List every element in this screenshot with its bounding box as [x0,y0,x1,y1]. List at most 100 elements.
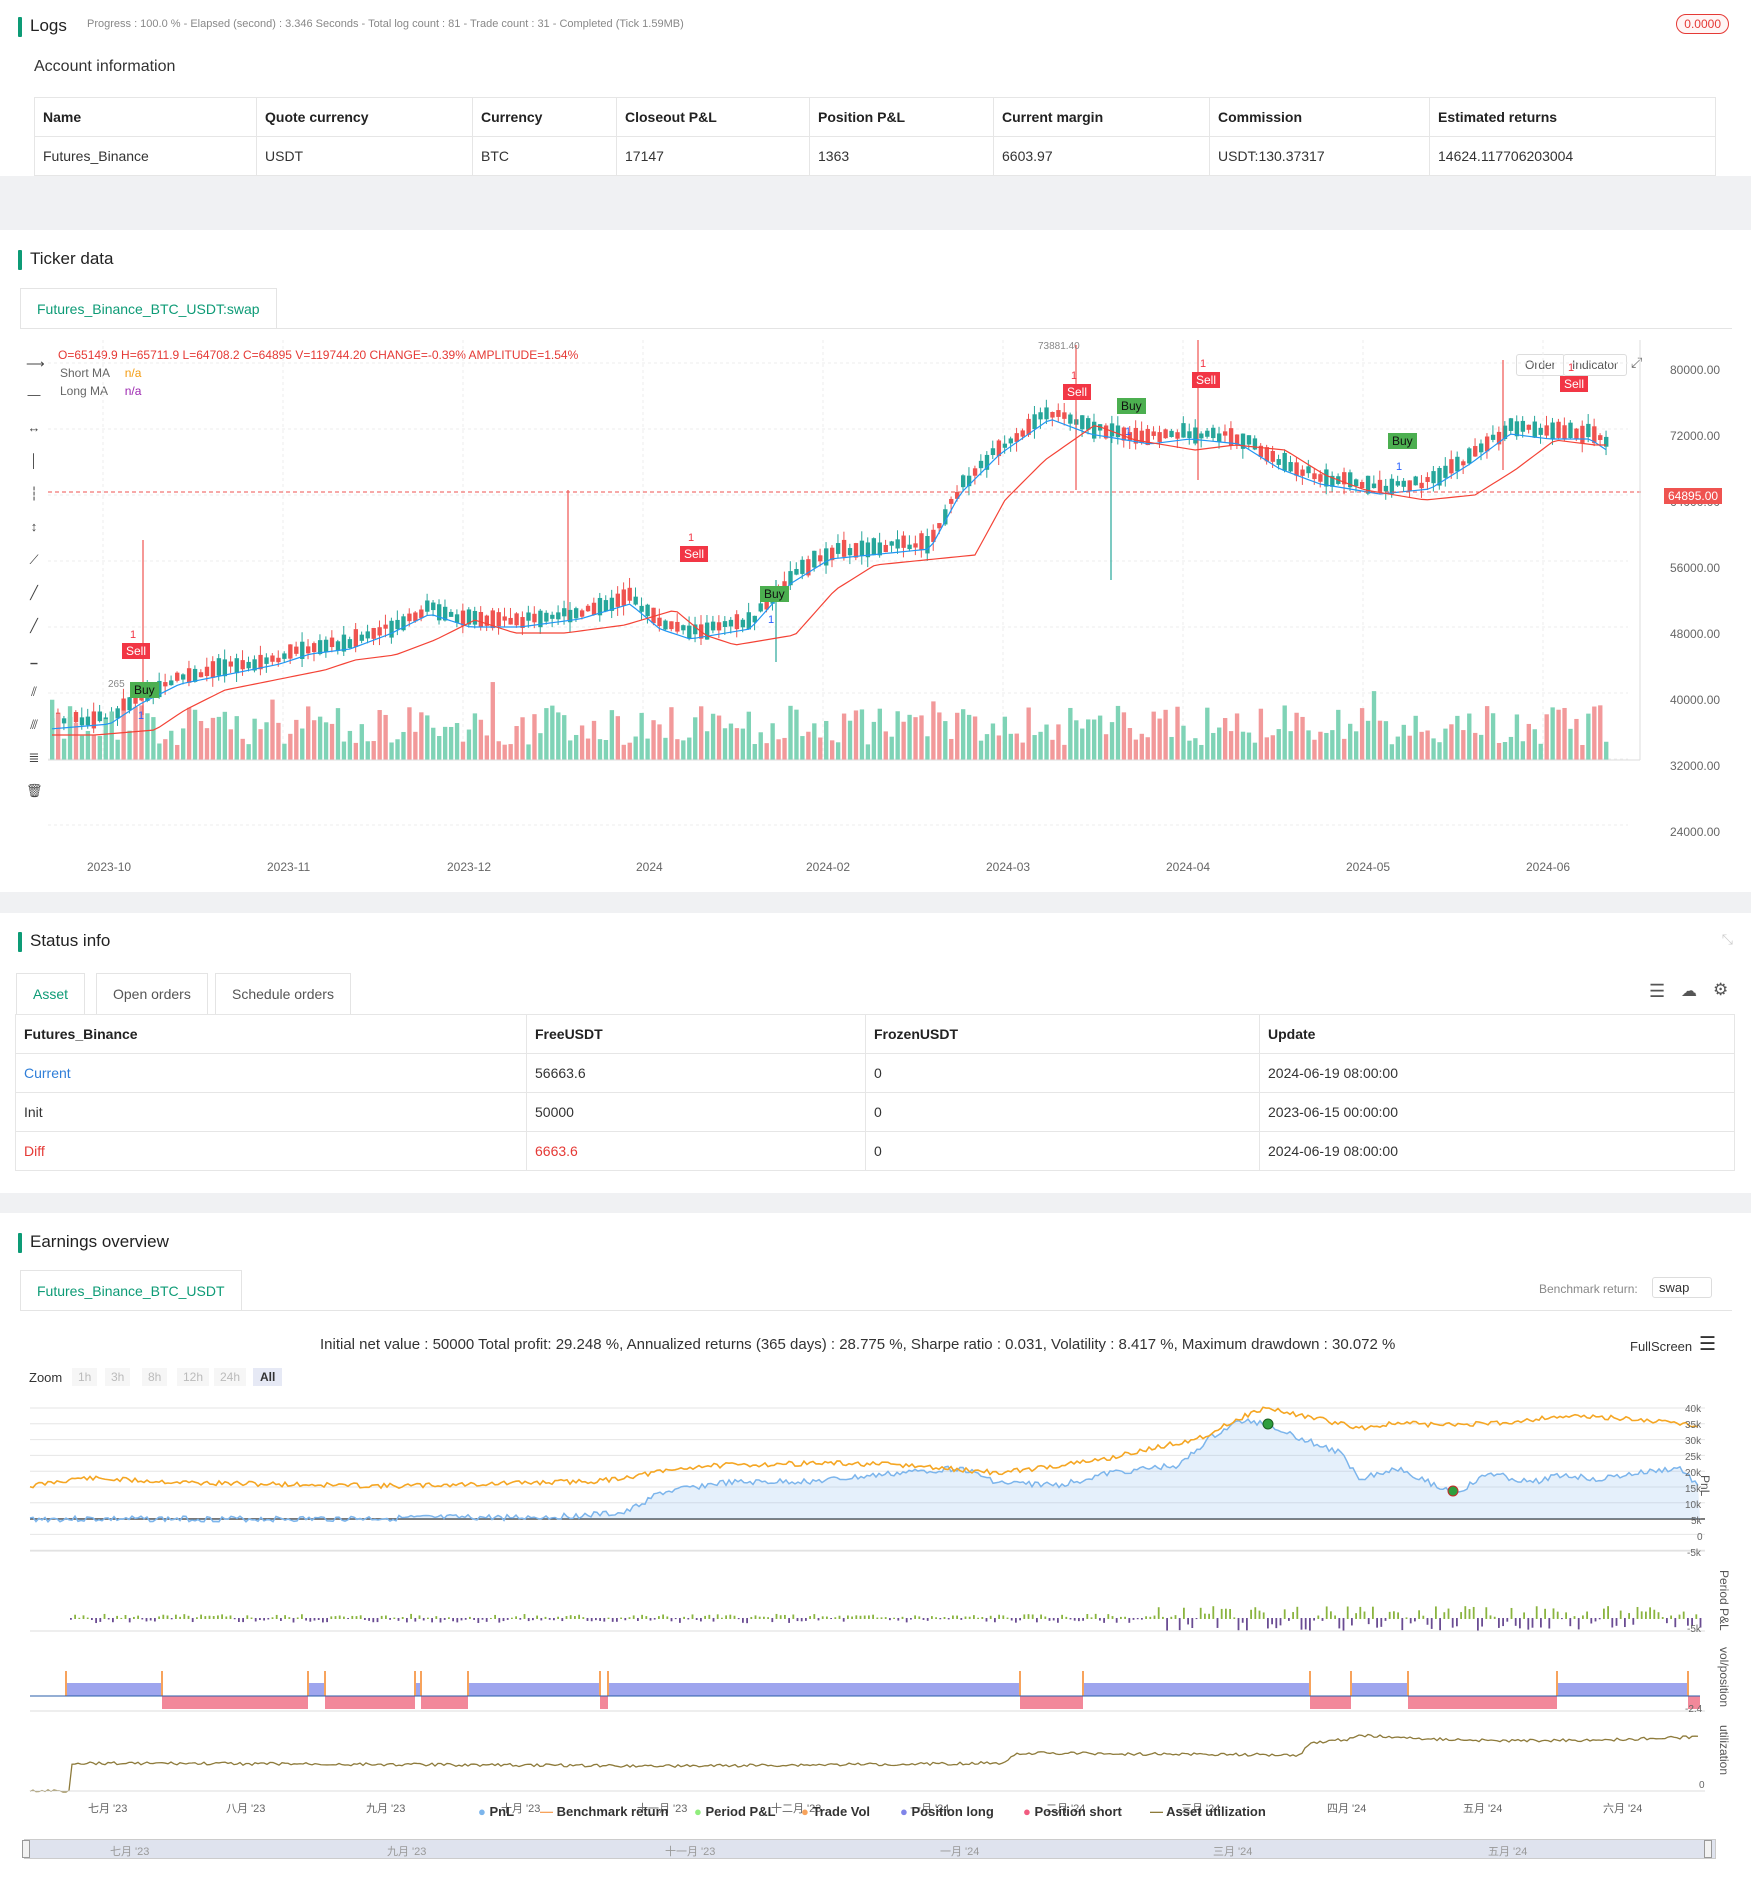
fullscreen-button[interactable]: FullScreen [1630,1339,1693,1354]
candle-body [460,610,466,626]
buy-signal[interactable]: Buy 1 [1388,433,1417,473]
period-pnl-bar [1317,1615,1320,1619]
zoom-3h-button[interactable]: 3h [105,1368,131,1386]
period-pnl-bar [162,1614,165,1619]
price-tick: 24000.00 [1670,825,1721,839]
volume-bar [949,738,954,760]
ray-line-icon[interactable]: ╱ [30,585,38,600]
volume-bar [740,728,746,760]
candle-body [1330,475,1335,487]
volume-bar [490,682,495,760]
period-pnl-bar [527,1618,530,1622]
horizontal-ray-icon[interactable]: ⟶ [26,356,45,371]
volume-bar [276,722,281,760]
legend-position-long-label: Position long [911,1804,994,1819]
legend-asset-util[interactable]: ― Asset utilization [1150,1804,1266,1819]
period-pnl-bar [1225,1608,1227,1619]
zoom-8h-button[interactable]: 8h [142,1368,168,1386]
candle-body [1032,414,1037,430]
period-pnl-bar [884,1617,887,1619]
vertical-segment-icon[interactable]: ┆ [30,486,38,501]
volume-bar [889,736,894,760]
legend-pnl[interactable]: ● PnL [478,1804,515,1819]
benchmark-select[interactable]: swap [1652,1277,1713,1298]
trend-line-icon[interactable]: ⟋ [29,552,39,567]
segment-icon[interactable]: ╱ [30,618,38,633]
legend-period-pnl[interactable]: ● Period P&L [694,1804,776,1819]
month-tick: 十二月 '23 [771,1803,822,1815]
date-tick: 2024-02 [806,860,851,874]
volume-bar [1038,731,1043,760]
sell-signal[interactable]: Sell 1 [680,532,709,562]
period-pnl-bar [1330,1611,1332,1619]
tab-earnings-symbol[interactable]: Futures_Binance_BTC_USDT [20,1270,242,1311]
buy-signal[interactable]: Buy 1 [130,682,159,722]
period-pnl-bar [284,1615,286,1619]
sell-signal[interactable]: Sell 1 [1192,358,1221,388]
trash-icon[interactable]: 🗑 [26,783,43,798]
navigator-tick: 九月 '23 [387,1846,427,1858]
period-pnl-bar [1582,1615,1584,1619]
candle-body [1133,427,1139,444]
volume-bar [1008,733,1013,760]
volume-bar [871,721,877,760]
navigator[interactable] [24,1839,1716,1859]
buy-signal[interactable]: Buy 1 [1117,398,1146,438]
zoom-all-button[interactable]: All [253,1368,283,1386]
tab-open-orders[interactable]: Open orders [96,973,208,1014]
tab-ticker-symbol[interactable]: Futures_Binance_BTC_USDT:swap [20,288,277,329]
volume-bar [538,733,543,760]
vertical-line-icon[interactable]: │ [29,453,39,468]
parallel-lines-icon[interactable]: ⫽ [31,684,37,699]
horizontal-line-icon[interactable]: ― [27,387,41,402]
legend-trade-vol[interactable]: ● Trade Vol [801,1804,871,1819]
period-pnl-bar [1687,1618,1689,1626]
volume-bar [835,742,841,760]
volume-bar [115,739,120,760]
legend-position-short[interactable]: ● Position short [1023,1804,1122,1819]
candlestick-chart[interactable] [48,340,1668,850]
indicator-button[interactable]: Indicator [1563,354,1628,376]
period-pnl-bar [1178,1618,1181,1631]
legend-position-long[interactable]: ● Position long [900,1804,994,1819]
channel-icon[interactable]: ⫻ [30,717,38,732]
navigator-handle-left[interactable] [22,1840,30,1858]
volume-bar [794,709,799,760]
price-line-icon[interactable]: ▁ [30,654,38,664]
account-col-closeout: Closeout P&L [616,97,810,137]
period-pnl-bar [658,1616,660,1619]
tab-asset[interactable]: Asset [16,973,86,1014]
period-pnl-bar [1477,1618,1479,1631]
extended-line-icon[interactable]: ↔ [27,420,41,435]
zoom-1h-button[interactable]: 1h [72,1368,98,1386]
fibonacci-icon[interactable]: ≣ [28,750,40,765]
gear-icon[interactable]: ⚙ [1713,980,1729,999]
cloud-download-icon[interactable]: ☁ [1681,983,1697,1000]
candle-body [1086,418,1091,430]
earnings-chart[interactable] [0,1393,1751,1890]
y-title-pnl: PnL [1698,1475,1712,1497]
buy-signal[interactable]: Buy 1 [760,586,789,626]
candle-body [1056,410,1061,417]
period-pnl-bar [464,1618,467,1620]
navigator-handle-right[interactable] [1704,1840,1712,1858]
candle-body [562,608,567,617]
zoom-12h-button[interactable]: 12h [177,1368,210,1386]
sell-signal[interactable]: Sell 1 [122,629,151,659]
zoom-24h-button[interactable]: 24h [214,1368,247,1386]
list-icon[interactable]: ☰ [1649,981,1666,1001]
legend-benchmark[interactable]: ― Benchmark return [540,1804,669,1819]
benchmark-value: swap [1659,1280,1690,1295]
sell-signal[interactable]: Sell 1 [1063,370,1092,400]
candle-body [1574,428,1579,439]
period-pnl-bar [1321,1618,1324,1621]
period-pnl-bar [557,1616,559,1619]
order-button[interactable]: Order [1516,354,1565,376]
collapse-icon[interactable]: ⤡ [1721,931,1733,947]
candle-body [579,610,585,617]
menu-icon[interactable]: ☰ [1699,1334,1717,1355]
sell-signal[interactable]: Sell 1 [1560,362,1589,392]
tab-schedule-orders[interactable]: Schedule orders [215,973,351,1014]
vertical-ray-icon[interactable]: ↕ [30,519,38,534]
expand-icon[interactable]: ⤢ [1631,354,1643,370]
